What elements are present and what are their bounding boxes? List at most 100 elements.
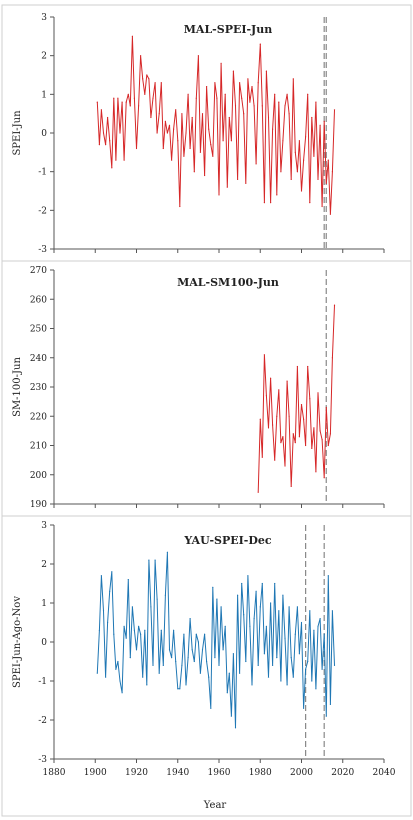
data-point bbox=[185, 684, 187, 686]
data-point bbox=[257, 664, 259, 667]
data-point bbox=[199, 151, 201, 153]
data-point bbox=[138, 625, 140, 628]
data-point bbox=[222, 649, 224, 651]
data-point bbox=[327, 159, 329, 161]
data-point bbox=[164, 594, 166, 596]
data-point bbox=[193, 660, 195, 663]
data-point bbox=[199, 672, 201, 674]
data-point bbox=[311, 116, 313, 119]
data-point bbox=[162, 147, 164, 150]
data-point bbox=[166, 132, 168, 134]
data-point bbox=[249, 101, 251, 103]
data-point bbox=[171, 657, 173, 659]
data-point bbox=[131, 35, 133, 37]
data-point bbox=[183, 155, 185, 157]
data-point bbox=[300, 621, 303, 624]
data-point bbox=[286, 380, 288, 382]
data-point bbox=[98, 629, 100, 631]
data-point bbox=[261, 582, 263, 585]
data-point bbox=[319, 430, 321, 432]
data-point bbox=[270, 377, 272, 379]
data-point bbox=[241, 582, 243, 585]
data-point bbox=[115, 668, 117, 670]
data-point bbox=[216, 598, 218, 600]
data-point bbox=[237, 594, 239, 596]
data-point bbox=[263, 354, 265, 356]
data-point bbox=[317, 392, 319, 394]
data-point bbox=[303, 418, 305, 420]
data-point bbox=[313, 629, 315, 631]
data-point bbox=[102, 610, 105, 612]
data-point bbox=[175, 660, 177, 663]
data-point bbox=[323, 477, 325, 479]
data-point bbox=[135, 649, 138, 651]
data-point bbox=[100, 109, 102, 111]
data-point bbox=[232, 70, 234, 72]
x-tick-label: 1920 bbox=[125, 768, 148, 778]
data-point bbox=[168, 124, 171, 126]
data-point bbox=[265, 395, 267, 397]
panel-frame bbox=[1, 515, 412, 817]
data-point bbox=[331, 357, 333, 359]
data-point bbox=[197, 55, 199, 57]
data-point bbox=[222, 140, 224, 142]
chart-panel-3: -3 -2 -1 0 1 2 3 1880 1900 1920 1940 1960 1980 2000 20… bbox=[1, 515, 412, 817]
y-tick-label: 230 bbox=[30, 383, 47, 393]
data-point bbox=[333, 109, 336, 111]
data-point bbox=[251, 86, 253, 88]
data-point bbox=[228, 116, 230, 119]
data-point bbox=[323, 120, 325, 122]
data-point bbox=[272, 424, 274, 426]
data-point bbox=[177, 140, 179, 142]
data-point bbox=[259, 418, 261, 420]
y-tick-label: 0 bbox=[41, 129, 47, 139]
y-tick-label: -3 bbox=[38, 245, 47, 255]
y-tick-label: -1 bbox=[38, 168, 47, 178]
data-point bbox=[193, 171, 195, 173]
y-tick-label: 1 bbox=[41, 599, 47, 609]
data-point bbox=[119, 680, 121, 682]
data-point bbox=[237, 178, 239, 180]
data-point bbox=[325, 406, 327, 409]
data-point bbox=[140, 55, 142, 57]
data-point bbox=[127, 93, 129, 95]
data-point bbox=[286, 93, 288, 95]
data-point bbox=[214, 657, 216, 659]
x-tick-label: 2040 bbox=[373, 768, 396, 778]
series-line bbox=[257, 305, 335, 493]
data-point bbox=[282, 436, 284, 438]
data-point bbox=[331, 171, 333, 173]
data-point bbox=[303, 707, 305, 709]
data-point bbox=[220, 62, 222, 64]
data-point bbox=[148, 78, 150, 80]
data-point bbox=[321, 205, 323, 208]
data-point bbox=[313, 155, 315, 157]
data-point bbox=[232, 653, 234, 655]
data-point bbox=[117, 660, 119, 663]
data-point bbox=[333, 664, 336, 667]
data-point bbox=[123, 159, 125, 161]
data-point bbox=[175, 109, 177, 111]
data-point bbox=[315, 101, 317, 103]
data-point bbox=[185, 132, 187, 134]
y-tick-label: 210 bbox=[30, 442, 47, 452]
data-point bbox=[255, 590, 257, 592]
data-point bbox=[105, 144, 107, 146]
data-point bbox=[125, 101, 127, 103]
data-point bbox=[156, 132, 158, 134]
data-point bbox=[150, 116, 152, 119]
y-tick-label: -2 bbox=[38, 206, 47, 216]
data-point bbox=[317, 178, 319, 180]
data-point bbox=[183, 633, 185, 635]
y-axis-title: SM-100-Jun bbox=[12, 357, 23, 417]
data-point bbox=[208, 128, 210, 130]
data-point bbox=[234, 105, 237, 107]
data-point bbox=[160, 82, 162, 84]
data-point bbox=[173, 629, 175, 631]
data-point bbox=[179, 205, 181, 208]
y-tick-label: 0 bbox=[41, 638, 47, 648]
data-point bbox=[117, 97, 119, 99]
data-point bbox=[274, 459, 276, 461]
data-point bbox=[150, 606, 152, 608]
